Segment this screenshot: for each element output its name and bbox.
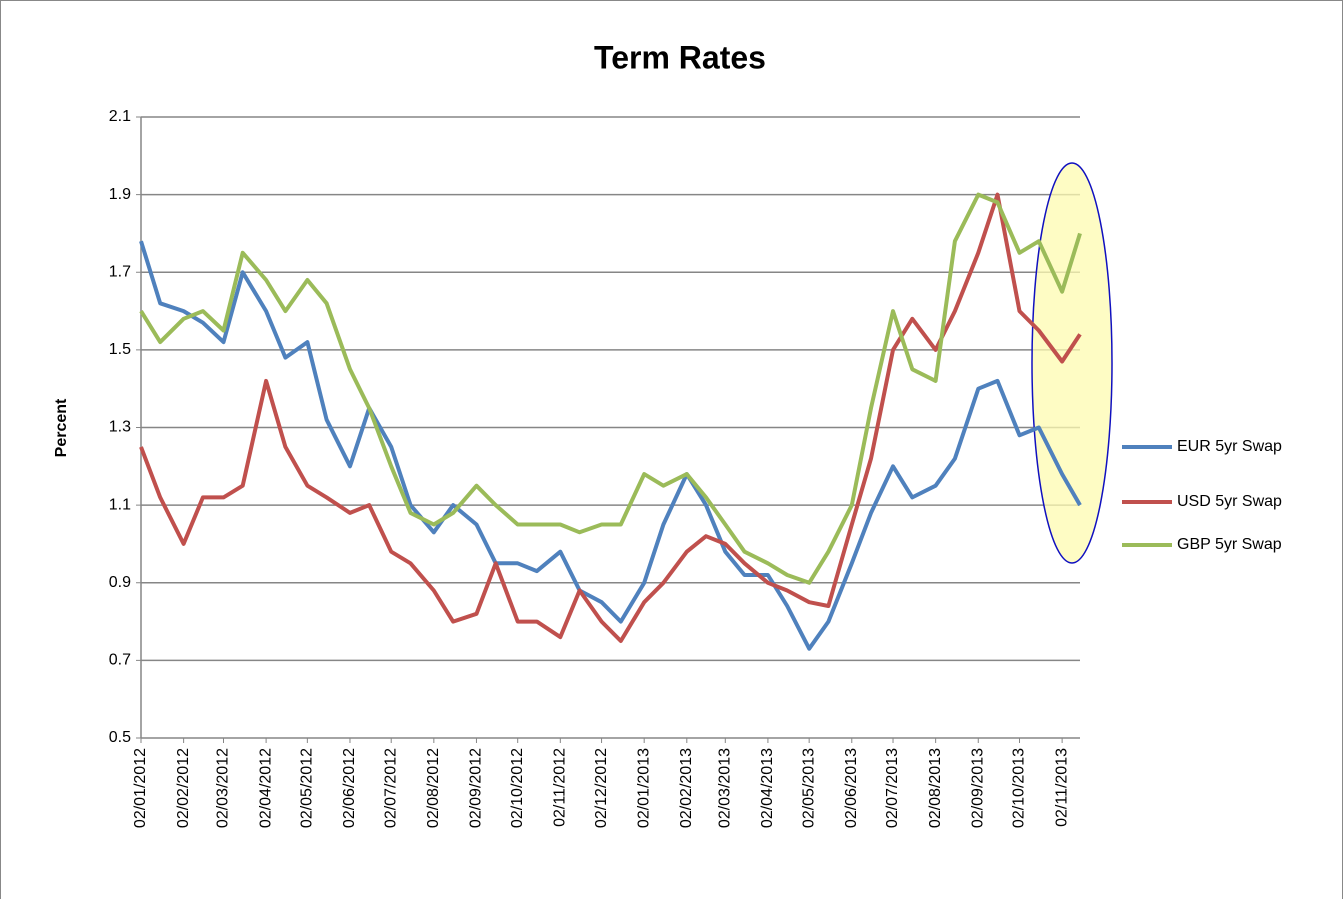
y-tick-label: 0.9: [109, 574, 131, 591]
x-tick-label: 02/03/2012: [215, 748, 232, 828]
x-tick-label: 02/11/2012: [552, 748, 569, 827]
y-tick-label: 1.7: [109, 263, 131, 280]
x-tick-label: 02/01/2012: [132, 748, 149, 828]
x-tick-label: 02/04/2012: [257, 748, 274, 828]
legend-label: USD 5yr Swap: [1177, 493, 1282, 510]
x-tick-label: 02/06/2012: [341, 748, 358, 828]
x-tick-label: 02/11/2013: [1053, 748, 1070, 827]
x-tick-label: 02/02/2012: [175, 748, 192, 828]
x-tick-label: 02/05/2013: [800, 748, 817, 828]
chart-title: Term Rates: [594, 39, 766, 75]
x-tick-label: 02/04/2013: [759, 748, 776, 828]
legend-label: EUR 5yr Swap: [1177, 438, 1282, 455]
x-tick-label: 02/10/2013: [1011, 748, 1028, 828]
x-tick-label: 02/02/2013: [678, 748, 695, 828]
x-tick-label: 02/06/2013: [843, 748, 860, 828]
y-tick-label: 1.9: [109, 186, 131, 203]
series-line: [139, 240, 1082, 651]
x-tick-label: 02/12/2012: [593, 748, 610, 828]
y-tick-label: 1.1: [109, 496, 131, 513]
x-tick-label: 02/01/2013: [635, 748, 652, 828]
x-tick-label: 02/08/2012: [425, 748, 442, 828]
x-tick-label: 02/09/2013: [969, 748, 986, 828]
y-tick-label: 1.3: [109, 419, 131, 436]
x-tick-label: 02/10/2012: [509, 748, 526, 828]
y-tick-label: 2.1: [109, 108, 131, 125]
x-tick-label: 02/05/2012: [299, 748, 316, 828]
x-tick-label: 02/09/2012: [468, 748, 485, 828]
series-line: [139, 192, 1082, 585]
y-tick-label: 1.5: [109, 341, 131, 358]
x-tick-label: 02/08/2013: [927, 748, 944, 828]
highlight-ellipse: [1031, 162, 1113, 564]
series-line: [139, 192, 1082, 643]
y-tick-label: 0.5: [109, 729, 131, 746]
x-tick-label: 02/03/2013: [717, 748, 734, 828]
x-tick-label: 02/07/2012: [382, 748, 399, 828]
y-tick-label: 0.7: [109, 652, 131, 669]
x-tick-label: 02/07/2013: [884, 748, 901, 828]
legend-label: GBP 5yr Swap: [1177, 536, 1282, 553]
y-axis-label: Percent: [53, 398, 70, 457]
